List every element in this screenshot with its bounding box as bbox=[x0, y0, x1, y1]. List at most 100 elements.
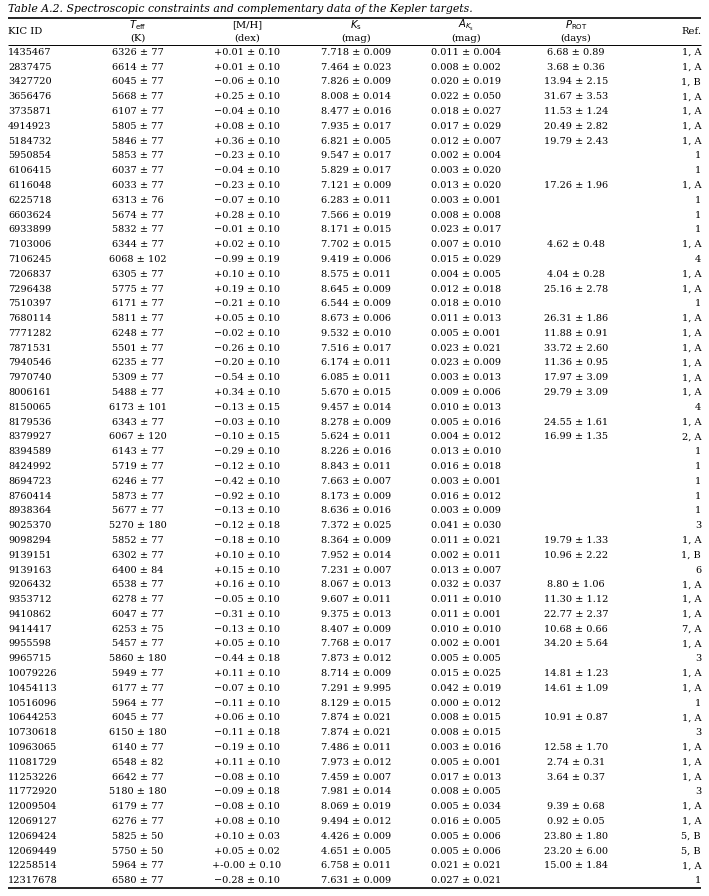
Text: 8.645 ± 0.009: 8.645 ± 0.009 bbox=[321, 285, 391, 294]
Text: 6140 ± 77: 6140 ± 77 bbox=[112, 743, 164, 752]
Text: 1, A: 1, A bbox=[681, 374, 701, 383]
Text: $A_{K_{\rm s}}$: $A_{K_{\rm s}}$ bbox=[458, 17, 474, 32]
Text: 5832 ± 77: 5832 ± 77 bbox=[112, 226, 164, 235]
Text: 6.758 ± 0.011: 6.758 ± 0.011 bbox=[321, 861, 391, 870]
Text: +0.10 ± 0.10: +0.10 ± 0.10 bbox=[214, 270, 280, 279]
Text: 3.64 ± 0.37: 3.64 ± 0.37 bbox=[547, 772, 605, 781]
Text: −0.54 ± 0.10: −0.54 ± 0.10 bbox=[214, 374, 280, 383]
Text: 10516096: 10516096 bbox=[8, 699, 57, 708]
Text: 1: 1 bbox=[695, 477, 701, 486]
Text: +0.16 ± 0.10: +0.16 ± 0.10 bbox=[214, 581, 280, 590]
Text: 1, A: 1, A bbox=[681, 122, 701, 131]
Text: 8.226 ± 0.016: 8.226 ± 0.016 bbox=[321, 447, 391, 456]
Text: 1, A: 1, A bbox=[681, 861, 701, 870]
Text: 11.36 ± 0.95: 11.36 ± 0.95 bbox=[544, 358, 608, 367]
Text: 1, A: 1, A bbox=[681, 240, 701, 249]
Text: (days): (days) bbox=[561, 33, 591, 43]
Text: 3: 3 bbox=[695, 654, 701, 663]
Text: 9.419 ± 0.006: 9.419 ± 0.006 bbox=[321, 255, 391, 264]
Text: 1: 1 bbox=[695, 151, 701, 160]
Text: +0.28 ± 0.10: +0.28 ± 0.10 bbox=[214, 211, 280, 220]
Text: 7510397: 7510397 bbox=[8, 299, 51, 308]
Text: 1, A: 1, A bbox=[681, 713, 701, 722]
Text: 7.826 ± 0.009: 7.826 ± 0.009 bbox=[321, 77, 391, 87]
Text: 12069424: 12069424 bbox=[8, 831, 57, 840]
Text: 6548 ± 82: 6548 ± 82 bbox=[112, 758, 164, 767]
Text: 7.372 ± 0.025: 7.372 ± 0.025 bbox=[320, 521, 391, 530]
Text: 5457 ± 77: 5457 ± 77 bbox=[112, 640, 164, 649]
Text: 9955598: 9955598 bbox=[8, 640, 51, 649]
Text: 6225718: 6225718 bbox=[8, 196, 51, 205]
Text: 1: 1 bbox=[695, 196, 701, 205]
Text: 7.874 ± 0.021: 7.874 ± 0.021 bbox=[320, 728, 391, 737]
Text: −0.03 ± 0.10: −0.03 ± 0.10 bbox=[214, 418, 280, 426]
Text: +0.01 ± 0.10: +0.01 ± 0.10 bbox=[214, 47, 280, 56]
Text: 0.011 ± 0.010: 0.011 ± 0.010 bbox=[431, 595, 501, 604]
Text: −0.28 ± 0.10: −0.28 ± 0.10 bbox=[214, 876, 280, 885]
Text: 1, A: 1, A bbox=[681, 640, 701, 649]
Text: 12258514: 12258514 bbox=[8, 861, 57, 870]
Text: +0.11 ± 0.10: +0.11 ± 0.10 bbox=[214, 758, 280, 767]
Text: +0.11 ± 0.10: +0.11 ± 0.10 bbox=[214, 669, 280, 678]
Text: 0.011 ± 0.004: 0.011 ± 0.004 bbox=[431, 47, 501, 56]
Text: 8.129 ± 0.015: 8.129 ± 0.015 bbox=[321, 699, 391, 708]
Text: 6344 ± 77: 6344 ± 77 bbox=[112, 240, 164, 249]
Text: 9414417: 9414417 bbox=[8, 625, 52, 633]
Text: 8.575 ± 0.011: 8.575 ± 0.011 bbox=[321, 270, 391, 279]
Text: 6171 ± 77: 6171 ± 77 bbox=[112, 299, 164, 308]
Text: 6.174 ± 0.011: 6.174 ± 0.011 bbox=[320, 358, 391, 367]
Text: 5501 ± 77: 5501 ± 77 bbox=[112, 344, 164, 353]
Text: +0.06 ± 0.10: +0.06 ± 0.10 bbox=[214, 713, 280, 722]
Text: 7.121 ± 0.009: 7.121 ± 0.009 bbox=[321, 181, 391, 190]
Text: +0.34 ± 0.10: +0.34 ± 0.10 bbox=[214, 388, 280, 397]
Text: 0.013 ± 0.010: 0.013 ± 0.010 bbox=[431, 447, 501, 456]
Text: 1, A: 1, A bbox=[681, 817, 701, 826]
Text: 9.457 ± 0.014: 9.457 ± 0.014 bbox=[321, 403, 391, 412]
Text: 0.003 ± 0.009: 0.003 ± 0.009 bbox=[431, 506, 501, 515]
Text: 22.77 ± 2.37: 22.77 ± 2.37 bbox=[544, 610, 608, 619]
Text: 5.829 ± 0.017: 5.829 ± 0.017 bbox=[321, 167, 391, 176]
Text: 6.085 ± 0.011: 6.085 ± 0.011 bbox=[321, 374, 391, 383]
Text: 8.80 ± 1.06: 8.80 ± 1.06 bbox=[547, 581, 605, 590]
Text: 6278 ± 77: 6278 ± 77 bbox=[112, 595, 164, 604]
Text: 4.04 ± 0.28: 4.04 ± 0.28 bbox=[547, 270, 605, 279]
Text: 14.61 ± 1.09: 14.61 ± 1.09 bbox=[544, 684, 608, 693]
Text: 8394589: 8394589 bbox=[8, 447, 51, 456]
Text: 5677 ± 77: 5677 ± 77 bbox=[112, 506, 164, 515]
Text: 9410862: 9410862 bbox=[8, 610, 51, 619]
Text: 7.973 ± 0.012: 7.973 ± 0.012 bbox=[320, 758, 391, 767]
Text: 1: 1 bbox=[695, 492, 701, 501]
Text: 7940546: 7940546 bbox=[8, 358, 51, 367]
Text: [M/H]: [M/H] bbox=[232, 21, 262, 30]
Text: 0.022 ± 0.050: 0.022 ± 0.050 bbox=[431, 92, 501, 101]
Text: +0.10 ± 0.10: +0.10 ± 0.10 bbox=[214, 551, 280, 560]
Text: 8.407 ± 0.009: 8.407 ± 0.009 bbox=[321, 625, 391, 633]
Text: 6642 ± 77: 6642 ± 77 bbox=[112, 772, 164, 781]
Text: +0.05 ± 0.10: +0.05 ± 0.10 bbox=[214, 314, 280, 323]
Text: 0.017 ± 0.013: 0.017 ± 0.013 bbox=[431, 772, 501, 781]
Text: −0.07 ± 0.10: −0.07 ± 0.10 bbox=[214, 196, 280, 205]
Text: 4.651 ± 0.005: 4.651 ± 0.005 bbox=[321, 847, 391, 856]
Text: 6150 ± 180: 6150 ± 180 bbox=[109, 728, 167, 737]
Text: 8179536: 8179536 bbox=[8, 418, 51, 426]
Text: −0.29 ± 0.10: −0.29 ± 0.10 bbox=[214, 447, 280, 456]
Text: 10.96 ± 2.22: 10.96 ± 2.22 bbox=[544, 551, 608, 560]
Text: 9.607 ± 0.011: 9.607 ± 0.011 bbox=[321, 595, 391, 604]
Text: 6235 ± 77: 6235 ± 77 bbox=[112, 358, 164, 367]
Text: 10079226: 10079226 bbox=[8, 669, 57, 678]
Text: −0.05 ± 0.10: −0.05 ± 0.10 bbox=[214, 595, 280, 604]
Text: 1, A: 1, A bbox=[681, 669, 701, 678]
Text: 0.007 ± 0.010: 0.007 ± 0.010 bbox=[431, 240, 501, 249]
Text: 7680114: 7680114 bbox=[8, 314, 51, 323]
Text: 0.005 ± 0.006: 0.005 ± 0.006 bbox=[431, 831, 501, 840]
Text: 12009504: 12009504 bbox=[8, 802, 57, 811]
Text: 5852 ± 77: 5852 ± 77 bbox=[112, 536, 164, 545]
Text: 8.636 ± 0.016: 8.636 ± 0.016 bbox=[321, 506, 391, 515]
Text: 0.020 ± 0.019: 0.020 ± 0.019 bbox=[431, 77, 501, 87]
Text: −0.08 ± 0.10: −0.08 ± 0.10 bbox=[214, 802, 280, 811]
Text: 9.532 ± 0.010: 9.532 ± 0.010 bbox=[321, 329, 391, 338]
Text: 0.012 ± 0.007: 0.012 ± 0.007 bbox=[431, 136, 501, 146]
Text: 7.663 ± 0.007: 7.663 ± 0.007 bbox=[321, 477, 391, 486]
Text: 20.49 ± 2.82: 20.49 ± 2.82 bbox=[544, 122, 608, 131]
Text: 8.067 ± 0.013: 8.067 ± 0.013 bbox=[321, 581, 391, 590]
